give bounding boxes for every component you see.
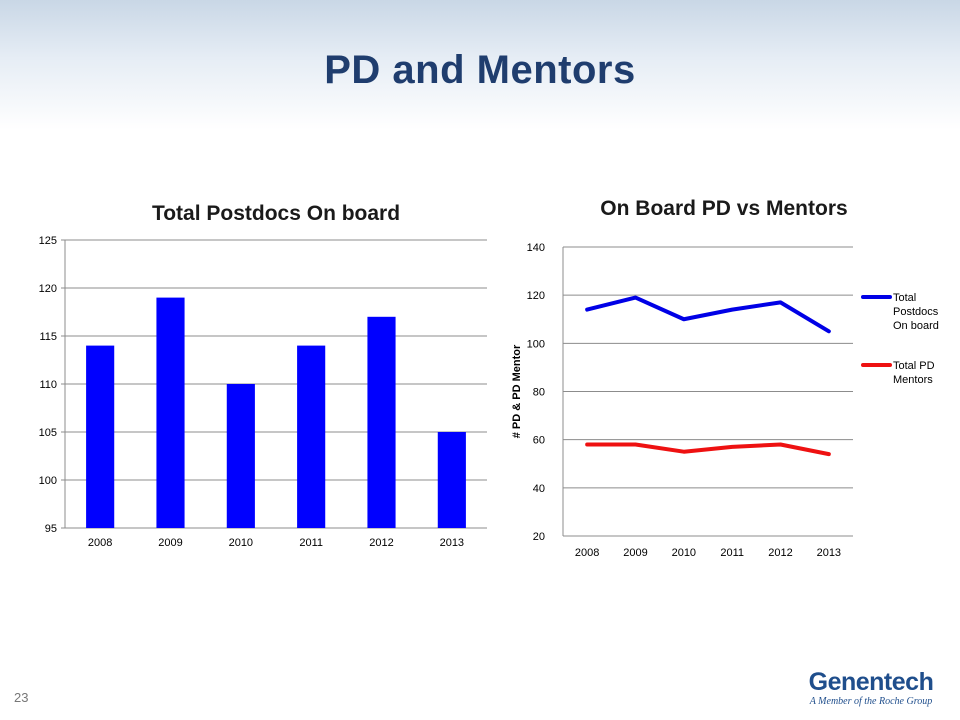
bar-y-tick-label: 105 xyxy=(39,427,57,439)
line-y-tick-label: 100 xyxy=(527,338,545,350)
bar-2008 xyxy=(86,345,115,528)
bar-x-tick-label: 2009 xyxy=(158,537,182,549)
bar-chart: Total Postdocs On board 95 100 105 110 115 120… xyxy=(39,202,487,549)
legend-label-1: Total PD xyxy=(893,360,935,372)
bar-x-tick-label: 2013 xyxy=(440,537,464,549)
bar-y-tick-label: 115 xyxy=(39,331,57,343)
series-line-0 xyxy=(585,295,831,334)
line-y-axis-title: # PD & PD Mentor xyxy=(511,344,523,438)
bar-x-tick-label: 2010 xyxy=(229,537,253,549)
line-x-tick-label: 2009 xyxy=(623,547,647,559)
line-y-tick-label: 20 xyxy=(533,531,545,543)
line-x-tick-label: 2012 xyxy=(768,547,792,559)
bar-x-tick-label: 2008 xyxy=(88,537,112,549)
bar-y-tick-label: 125 xyxy=(39,235,57,247)
line-y-tick-label: 140 xyxy=(527,242,545,254)
line-x-tick-label: 2011 xyxy=(720,547,744,559)
line-y-tick-label: 40 xyxy=(533,483,545,495)
line-y-tick-label: 120 xyxy=(527,290,545,302)
logo-tagline: A Member of the Roche Group xyxy=(809,696,933,707)
series-line-1 xyxy=(585,442,831,457)
bar-y-tick-label: 95 xyxy=(45,523,57,535)
page-number: 23 xyxy=(14,690,29,705)
bar-2010 xyxy=(226,384,255,528)
genentech-logo: Genentech A Member of the Roche Group xyxy=(796,668,946,708)
line-chart: On Board PD vs Mentors 20 40 60 80 100 120 140 #… xyxy=(511,197,939,559)
bar-2012 xyxy=(367,316,396,528)
bar-2009 xyxy=(156,297,185,528)
bar-y-tick-label: 100 xyxy=(39,475,57,487)
line-x-tick-label: 2013 xyxy=(817,547,841,559)
legend-label-0: On board xyxy=(893,320,939,332)
bar-y-tick-label: 120 xyxy=(39,283,57,295)
bar-2013 xyxy=(437,432,466,528)
header-band xyxy=(0,0,960,130)
line-chart-title: On Board PD vs Mentors xyxy=(600,197,847,220)
legend-label-0: Postdocs xyxy=(893,306,939,318)
slide-title: PD and Mentors xyxy=(324,48,636,92)
line-y-tick-label: 60 xyxy=(533,435,545,447)
line-y-tick-label: 80 xyxy=(533,387,545,399)
bar-2011 xyxy=(297,345,326,528)
bar-chart-title: Total Postdocs On board xyxy=(152,202,400,225)
line-x-tick-label: 2010 xyxy=(672,547,696,559)
logo-name: Genentech xyxy=(808,668,934,696)
bar-x-tick-label: 2011 xyxy=(299,537,323,549)
line-x-tick-label: 2008 xyxy=(575,547,599,559)
bar-x-tick-label: 2012 xyxy=(369,537,393,549)
legend-label-1: Mentors xyxy=(893,374,933,386)
bar-y-tick-label: 110 xyxy=(39,379,57,391)
legend-label-0: Total xyxy=(893,292,916,304)
